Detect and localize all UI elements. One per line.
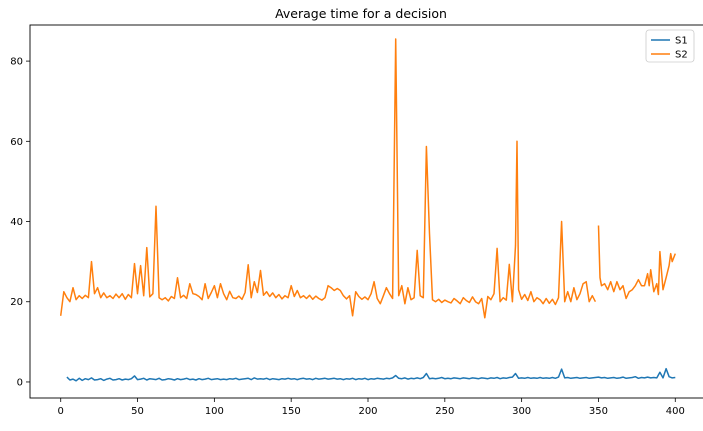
y-tick-label: 60 [10, 137, 23, 148]
x-axis: 0 50 100 150 200 250 300 350 400 [58, 398, 685, 417]
y-tick-label: 80 [10, 57, 23, 68]
series-layer [59, 38, 676, 382]
y-axis: 0 20 40 60 80 [10, 57, 30, 388]
x-tick-label: 100 [205, 406, 224, 417]
plot-frame [29, 24, 703, 399]
legend-label-s2: S2 [675, 50, 688, 61]
x-tick-label: 0 [58, 406, 64, 417]
x-tick-label: 350 [589, 406, 608, 417]
legend-label-s1: S1 [675, 36, 688, 47]
x-tick-label: 200 [358, 406, 377, 417]
x-tick-label: 150 [282, 406, 301, 417]
x-tick-label: 300 [512, 406, 531, 417]
x-tick-label: 400 [666, 406, 685, 417]
series-line-s1 [66, 367, 676, 382]
x-tick-label: 250 [435, 406, 454, 417]
y-tick-label: 0 [17, 377, 23, 388]
series-line-s2 [59, 38, 676, 319]
y-tick-label: 40 [10, 217, 23, 228]
x-tick-label: 50 [131, 406, 144, 417]
y-tick-label: 20 [10, 297, 23, 308]
chart-title: Average time for a decision [275, 6, 447, 21]
